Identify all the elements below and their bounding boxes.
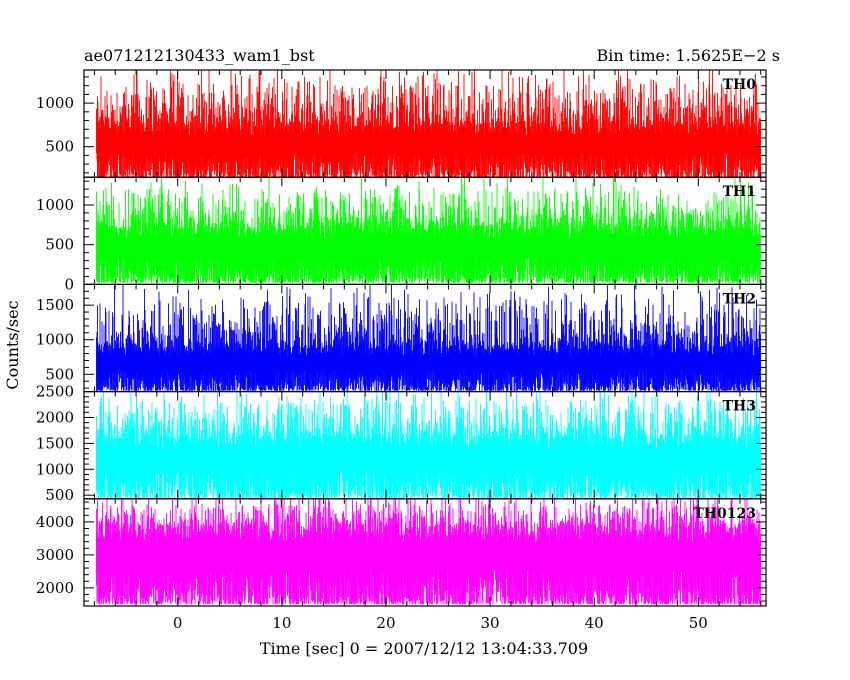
panel-tag-th2: TH2 [723,291,756,307]
y-tick-label: 4000 [36,513,74,531]
panel-th1: 0 500 1000 TH1 [36,176,767,293]
y-tick-label: 500 [45,236,74,254]
panel-tag-th0: TH0 [723,77,757,93]
panels: 500 1000 TH0 0 500 1000 TH1 500 1000 1500 TH2 500 10… [36,69,767,607]
panel-th0123: 2000 3000 4000 TH0123 [36,498,767,607]
x-tick-label: 20 [376,614,395,632]
panel-tag-th0123: TH0123 [693,506,756,522]
y-tick-label: 500 [45,486,74,504]
x-tick-label: 0 [173,614,183,632]
y-tick-label: 3000 [36,546,74,564]
x-axis-label: Time [sec] 0 = 2007/12/12 13:04:33.709 [260,639,588,658]
panel-th3: 500 1000 1500 2000 2500 TH3 [36,383,767,504]
series-th0123 [96,498,761,605]
panel-tag-th1: TH1 [723,184,756,200]
series-th3 [96,391,761,499]
panel-th0: 500 1000 TH0 [36,69,767,178]
y-tick-label: 1500 [36,296,74,314]
y-tick-label: 1000 [36,94,74,112]
x-tick-label: 50 [689,614,708,632]
y-tick-label: 2000 [36,408,74,426]
x-tick-label: 30 [481,614,500,632]
x-tick-label: 40 [585,614,604,632]
y-tick-label: 1000 [36,196,74,214]
y-axis-label: Counts/sec [3,300,22,389]
y-tick-label: 500 [45,365,74,383]
panel-frame [83,498,767,607]
panel-th2: 500 1000 1500 TH2 [36,283,767,393]
x-tick-label: 10 [272,614,291,632]
y-tick-label: 1500 [36,434,74,452]
series-th0 [96,70,761,178]
y-tick-label: 2500 [36,383,74,401]
y-tick-label: 0 [64,275,74,293]
y-tick-label: 500 [45,138,74,156]
y-tick-label: 1000 [36,460,74,478]
chart-title-right: Bin time: 1.5625E−2 s [597,46,780,65]
x-axis: 0 10 20 30 40 50 [173,614,708,632]
panel-tag-th3: TH3 [723,399,756,415]
series-th2 [96,284,761,391]
y-tick-label: 1000 [36,331,74,349]
chart-title-left: ae071212130433_wam1_bst [84,46,315,65]
series-th1 [96,177,761,283]
y-tick-label: 2000 [36,579,74,597]
